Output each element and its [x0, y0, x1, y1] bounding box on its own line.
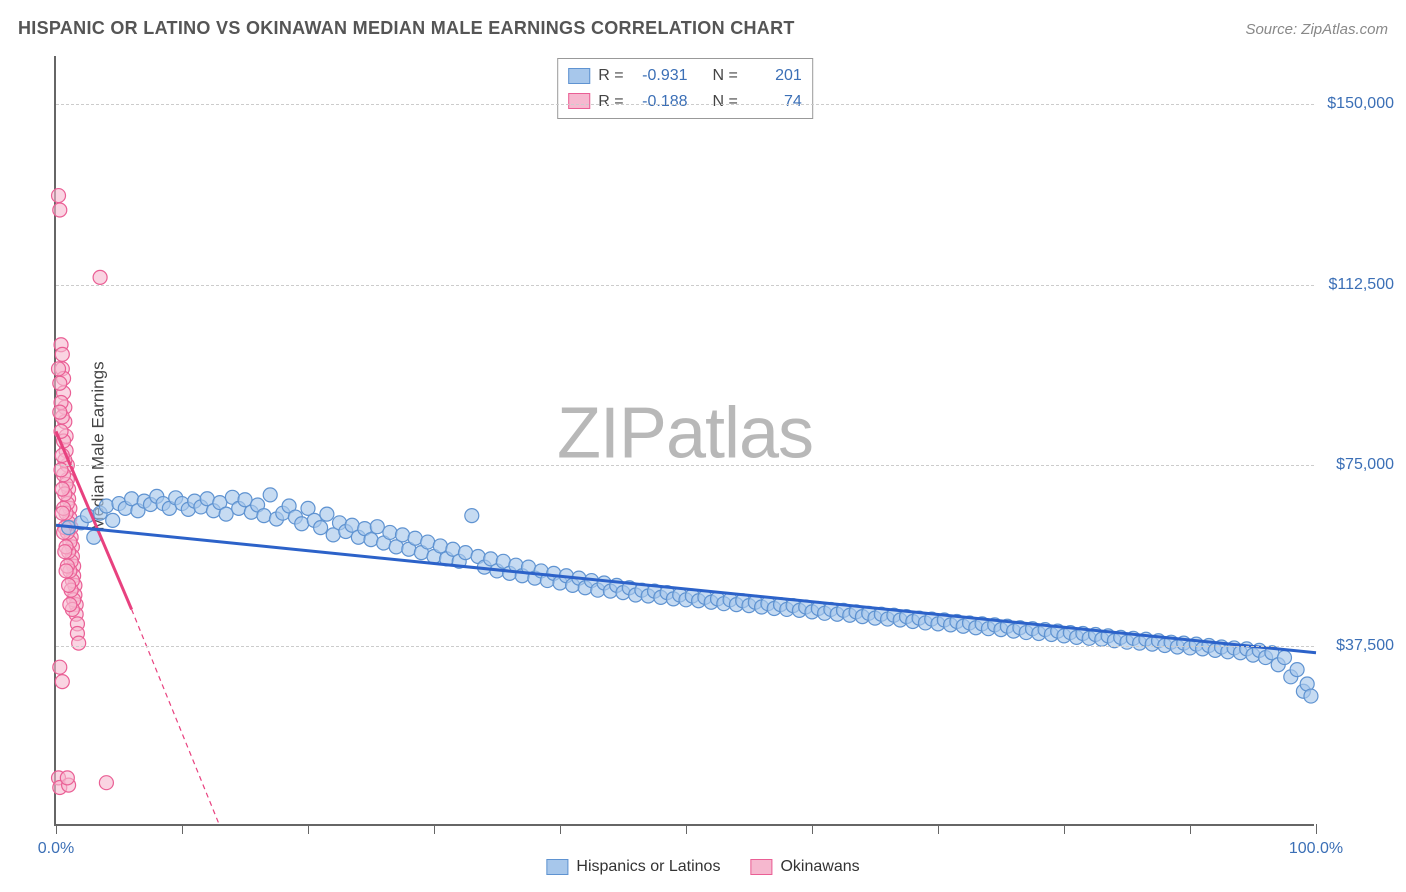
- xtick-label: 100.0%: [1289, 840, 1343, 858]
- stat-r-value: -0.931: [632, 63, 688, 89]
- point-hispanic: [263, 488, 277, 502]
- stats-legend: R = -0.931 N = 201 R = -0.188 N = 74: [557, 58, 813, 119]
- point-okinawan: [55, 675, 69, 689]
- point-okinawan: [53, 405, 67, 419]
- point-hispanic: [106, 513, 120, 527]
- xtick: [1190, 824, 1191, 834]
- point-hispanic: [1304, 689, 1318, 703]
- point-hispanic: [314, 521, 328, 535]
- plot-svg: [56, 56, 1314, 824]
- stats-row: R = -0.931 N = 201: [568, 63, 802, 89]
- xtick: [686, 824, 687, 834]
- point-hispanic: [396, 528, 410, 542]
- xtick: [56, 824, 57, 834]
- point-okinawan: [99, 776, 113, 790]
- xtick: [182, 824, 183, 834]
- stat-n-value: 74: [746, 89, 802, 115]
- chart-container: HISPANIC OR LATINO VS OKINAWAN MEDIAN MA…: [0, 0, 1406, 892]
- ytick-label: $112,500: [1319, 276, 1394, 294]
- gridline-h: [56, 285, 1314, 286]
- point-okinawan: [63, 598, 77, 612]
- point-hispanic: [320, 507, 334, 521]
- xtick: [1316, 824, 1317, 834]
- legend-swatch: [750, 859, 772, 875]
- point-hispanic: [383, 525, 397, 539]
- ytick-label: $150,000: [1319, 95, 1394, 113]
- stat-r-label: R =: [598, 63, 623, 89]
- xtick: [938, 824, 939, 834]
- point-okinawan: [55, 482, 69, 496]
- point-hispanic: [99, 499, 113, 513]
- stat-n-label: N =: [712, 63, 737, 89]
- title-bar: HISPANIC OR LATINO VS OKINAWAN MEDIAN MA…: [18, 18, 1388, 39]
- source-label: Source: ZipAtlas.com: [1245, 21, 1388, 38]
- point-hispanic: [238, 493, 252, 507]
- point-hispanic: [1290, 663, 1304, 677]
- legend-label: Okinawans: [780, 858, 859, 876]
- point-okinawan: [52, 189, 66, 203]
- point-hispanic: [1278, 651, 1292, 665]
- plot-area: ZIPatlas R =-0.931 N =201R =-0.188 N =74…: [54, 56, 1314, 826]
- stat-r-value: -0.188: [632, 89, 688, 115]
- point-okinawan: [55, 347, 69, 361]
- point-okinawan: [59, 564, 73, 578]
- point-hispanic: [370, 520, 384, 534]
- ytick-label: $37,500: [1319, 637, 1394, 655]
- stats-row: R = -0.188 N = 74: [568, 89, 802, 115]
- xtick-label: 0.0%: [38, 840, 74, 858]
- point-okinawan: [53, 376, 67, 390]
- point-hispanic: [421, 535, 435, 549]
- chart-title: HISPANIC OR LATINO VS OKINAWAN MEDIAN MA…: [18, 18, 795, 39]
- stat-r-label: R =: [598, 89, 623, 115]
- gridline-h: [56, 465, 1314, 466]
- point-okinawan: [62, 578, 76, 592]
- xtick: [560, 824, 561, 834]
- point-hispanic: [257, 509, 271, 523]
- xtick: [1064, 824, 1065, 834]
- point-hispanic: [219, 507, 233, 521]
- point-okinawan: [72, 636, 86, 650]
- stat-n-label: N =: [712, 89, 737, 115]
- point-okinawan: [53, 203, 67, 217]
- point-hispanic: [408, 531, 422, 545]
- legend-swatch: [568, 68, 590, 84]
- point-okinawan: [60, 771, 74, 785]
- trendline-hispanic: [56, 525, 1316, 653]
- point-hispanic: [433, 539, 447, 553]
- legend-item: Hispanics or Latinos: [546, 858, 720, 876]
- point-okinawan: [53, 660, 67, 674]
- point-hispanic: [465, 509, 479, 523]
- trendline-okinawan-dash: [132, 609, 220, 826]
- gridline-h: [56, 646, 1314, 647]
- point-hispanic: [364, 533, 378, 547]
- xtick: [812, 824, 813, 834]
- point-okinawan: [58, 545, 72, 559]
- point-hispanic: [295, 517, 309, 531]
- legend-item: Okinawans: [750, 858, 859, 876]
- point-okinawan: [52, 362, 66, 376]
- legend-swatch: [568, 93, 590, 109]
- bottom-legend: Hispanics or Latinos Okinawans: [546, 858, 859, 876]
- point-hispanic: [459, 546, 473, 560]
- legend-label: Hispanics or Latinos: [576, 858, 720, 876]
- xtick: [308, 824, 309, 834]
- stat-n-value: 201: [746, 63, 802, 89]
- legend-swatch: [546, 859, 568, 875]
- point-okinawan: [93, 270, 107, 284]
- xtick: [434, 824, 435, 834]
- gridline-h: [56, 104, 1314, 105]
- point-okinawan: [55, 506, 69, 520]
- ytick-label: $75,000: [1319, 456, 1394, 474]
